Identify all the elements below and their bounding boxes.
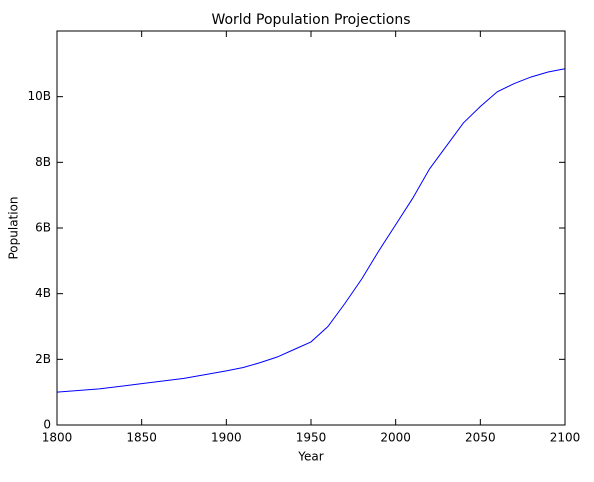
line	[56, 68, 566, 393]
plot-frame	[56, 30, 566, 426]
x-tick-label: 2050	[465, 431, 496, 445]
x-tick-label: 1800	[42, 431, 73, 445]
y-tick-label: 2B	[35, 352, 51, 366]
x-tick-label: 1900	[211, 431, 242, 445]
y-tick-label: 0	[43, 418, 51, 432]
chart-title: World Population Projections	[211, 12, 410, 28]
x-tick-label: 2100	[550, 431, 581, 445]
y-axis-label: Population	[7, 196, 21, 259]
y-tick-label: 10B	[27, 89, 51, 103]
x-tick-label: 1950	[296, 431, 327, 445]
x-axis-label: Year	[297, 450, 323, 464]
y-tick-label: 4B	[35, 286, 51, 300]
x-tick-label: 1850	[126, 431, 157, 445]
y-tick-label: 6B	[35, 221, 51, 235]
y-tick-label: 8B	[35, 155, 51, 169]
x-tick-label: 2000	[380, 431, 411, 445]
